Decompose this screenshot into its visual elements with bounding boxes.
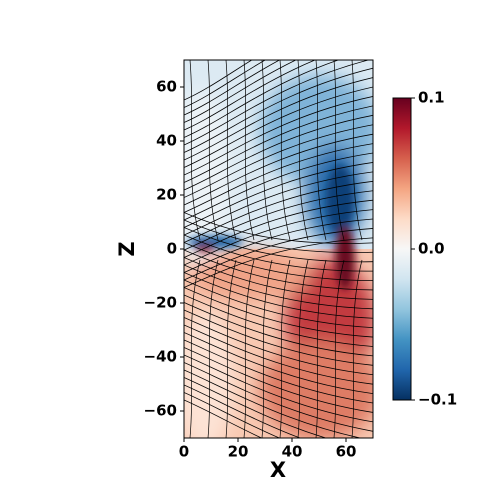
y-tick-label: 40 [156,132,177,150]
streamline [225,259,237,438]
x-tick-label: 60 [336,443,357,461]
streamline [184,86,373,168]
streamline [184,60,340,138]
streamline [184,377,328,438]
streamline [243,259,255,438]
y-axis-title: Z [115,241,139,256]
streamline [184,339,373,404]
streamline [184,272,373,319]
streamline [207,60,219,241]
streamline [184,302,373,357]
streamline [184,324,373,385]
streamline [184,67,373,153]
streamline [184,287,373,338]
streamline [261,60,273,241]
streamline [184,60,297,123]
y-tick-label: −40 [144,348,177,366]
streamline [184,392,281,438]
streamline [184,257,373,300]
streamline [184,384,302,438]
streamline [184,124,373,198]
streamline [184,227,373,263]
streamline [333,259,345,438]
streamline [184,242,373,281]
colorbar-tick-label: 0.1 [418,89,445,107]
streamline [184,219,373,253]
streamline [184,264,373,310]
y-tick-label: −20 [144,294,177,312]
y-tick-label: −60 [144,402,177,420]
streamline [333,60,345,241]
streamline [279,259,291,438]
streamline [184,279,373,328]
streamline [225,60,237,241]
colorbar [392,97,412,401]
colorbar-tick-label: −0.1 [418,391,457,409]
streamline [184,143,373,213]
streamline [189,259,201,438]
colorbar-tick-label: 0.0 [418,240,445,258]
streamline [184,354,373,423]
streamline [351,60,363,241]
streamline [297,60,309,241]
streamline [184,309,373,366]
streamline [184,332,373,394]
streamline [184,212,373,244]
streamline [184,77,373,161]
streamline [315,60,327,241]
streamline [184,60,371,146]
streamline [184,399,263,438]
streamline [207,259,219,438]
streamline [184,60,281,116]
x-axis-title: X [270,458,286,482]
streamline [184,114,373,191]
streamline [189,60,201,241]
streamline [243,60,255,241]
streamline [184,294,373,347]
streamline [184,152,373,221]
x-tick-label: 0 [179,443,189,461]
streamline [297,259,309,438]
streamline [184,369,362,438]
y-tick-label: 0 [167,240,177,258]
x-tick-label: 20 [228,443,249,461]
y-tick-label: 20 [156,186,177,204]
streamline [184,347,373,413]
streamline [184,60,317,131]
streamline [184,317,373,376]
streamline [279,60,291,241]
streamline [184,60,253,101]
streamline [184,105,373,183]
streamline [184,133,373,206]
y-tick-label: 60 [156,78,177,96]
x-tick-label: 40 [282,443,303,461]
streamlines [184,60,373,438]
streamline [184,234,373,272]
streamline [184,362,373,432]
streamline [315,259,327,438]
streamline [184,249,373,291]
streamline [261,259,273,438]
streamline [184,96,373,176]
streamline [351,259,363,438]
